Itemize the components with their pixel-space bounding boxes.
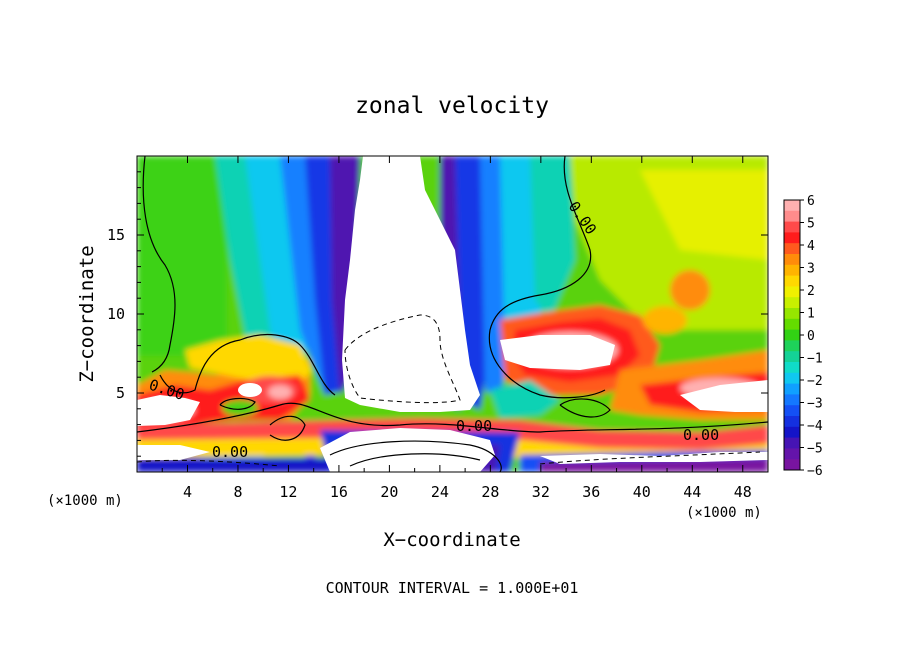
x-tick-label: 4 [183, 483, 192, 501]
colorbar-swatch [784, 318, 800, 331]
colorbar [783, 199, 801, 471]
x-tick-label: 20 [380, 483, 398, 501]
contour-interval-note: CONTOUR INTERVAL = 1.000E+01 [326, 579, 579, 597]
colorbar-swatch [784, 232, 800, 244]
y-tick-label: 5 [116, 384, 125, 402]
colorbar-swatch [784, 448, 800, 460]
x-unit-left: (×1000 m) [47, 493, 123, 509]
colorbar-tick-label: −2 [807, 374, 823, 389]
colorbar-tick-label: 2 [807, 284, 815, 299]
x-tick-label: 32 [532, 483, 550, 501]
y-tick-label: 10 [107, 305, 125, 323]
contour-label: 0.00 [456, 417, 492, 435]
contour-lines [137, 156, 768, 472]
colorbar-tick-label: −3 [807, 397, 823, 412]
colorbar-swatch [784, 340, 800, 352]
colorbar-swatch [784, 275, 800, 287]
colorbar-tick-label: 4 [807, 239, 815, 254]
colorbar-tick-label: 0 [807, 329, 815, 344]
contour-label: 0.00 [683, 426, 719, 444]
out-of-range-region [342, 156, 480, 412]
colorbar-swatch [784, 383, 800, 395]
colorbar-swatch [784, 351, 800, 363]
y-axis: 5 10 15 [107, 171, 768, 457]
colorbar-tick-label: 1 [807, 307, 815, 322]
colorbar-swatch [784, 243, 800, 255]
colorbar-swatch [784, 210, 800, 223]
x-tick-label: 24 [431, 483, 449, 501]
x-tick-label: 40 [633, 483, 651, 501]
x-tick-label: 48 [734, 483, 752, 501]
contour-label: 0.00 [212, 443, 248, 461]
x-axis-label: X−coordinate [383, 529, 520, 551]
colorbar-tick-label: 3 [807, 262, 815, 277]
y-axis-label: Z−coordinate [76, 245, 98, 382]
velocity-field [137, 156, 768, 472]
x-tick-label: 8 [233, 483, 242, 501]
x-tick-label: 12 [279, 483, 297, 501]
colorbar-ticks: 6 5 4 3 2 1 0 −1 −2 −3 −4 −5 −6 [800, 194, 823, 479]
x-tick-label: 16 [330, 483, 348, 501]
colorbar-swatch [784, 405, 800, 417]
colorbar-swatch [784, 372, 800, 385]
colorbar-swatch [784, 459, 800, 471]
colorbar-swatch [784, 221, 800, 233]
colorbar-swatch [784, 362, 800, 374]
colorbar-tick-label: −5 [807, 442, 823, 457]
x-tick-label: 28 [481, 483, 499, 501]
colorbar-swatch [784, 426, 800, 439]
contour-label-group: 0.00 0.00 0.00 0.00 0.00 [147, 198, 719, 461]
colorbar-swatch [784, 329, 800, 341]
colorbar-tick-label: −1 [807, 352, 823, 367]
x-axis: 4 8 12 16 20 24 28 32 36 40 44 48 [161, 156, 752, 501]
colorbar-tick-label: −4 [807, 419, 823, 434]
colorbar-tick-label: 6 [807, 194, 815, 209]
y-tick-label: 15 [107, 226, 125, 244]
x-unit-right: (×1000 m) [686, 505, 762, 521]
colorbar-swatch [784, 264, 800, 277]
colorbar-swatch [784, 254, 800, 266]
chart-title: zonal velocity [355, 93, 549, 119]
colorbar-swatch [784, 200, 800, 212]
colorbar-swatch [784, 437, 800, 449]
colorbar-swatch [784, 416, 800, 428]
colorbar-swatch [784, 286, 800, 298]
dashed-contours [137, 314, 761, 467]
x-tick-label: 36 [582, 483, 600, 501]
colorbar-swatch [784, 394, 800, 406]
colorbar-swatch [784, 308, 800, 320]
colorbar-swatch [784, 297, 800, 309]
colorbar-tick-label: −6 [807, 464, 823, 479]
x-tick-label: 44 [683, 483, 701, 501]
colorbar-tick-label: 5 [807, 217, 815, 232]
